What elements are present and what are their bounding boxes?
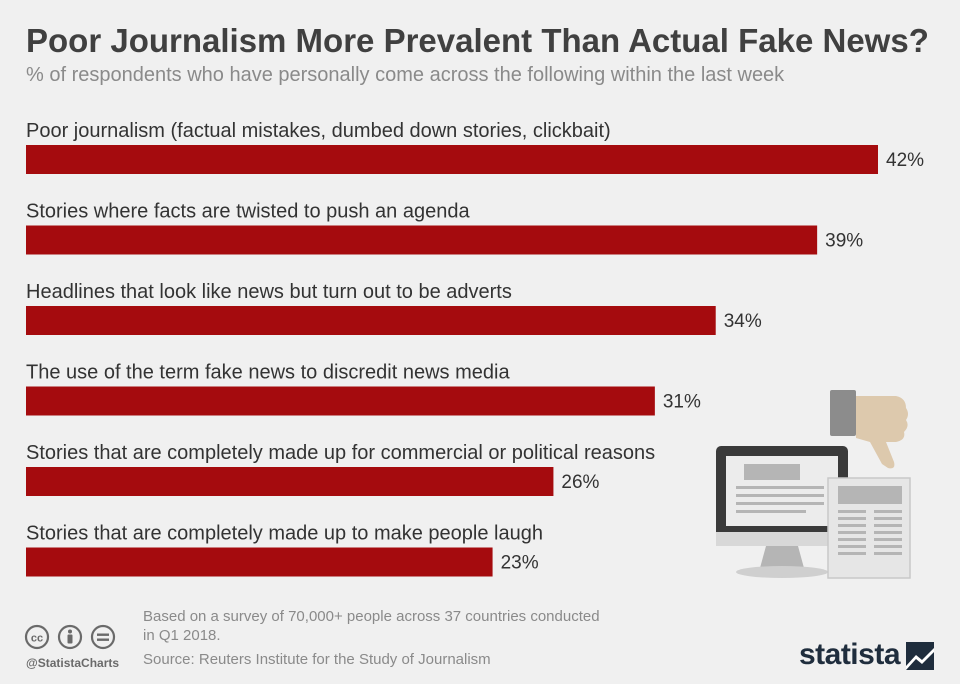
- source-note: Source: Reuters Institute for the Study …: [143, 651, 491, 668]
- value-label: 39%: [825, 231, 863, 252]
- bar: [26, 145, 878, 174]
- value-label: 34%: [724, 311, 762, 332]
- value-label: 31%: [663, 392, 701, 413]
- svg-text:cc: cc: [31, 633, 43, 645]
- chart-title: Poor Journalism More Prevalent Than Actu…: [26, 22, 929, 59]
- bar: [26, 386, 655, 416]
- attribution-icon: [57, 624, 83, 650]
- chart-subtitle: % of respondents who have personally com…: [26, 64, 785, 86]
- category-label: The use of the term fake news to discred…: [26, 362, 510, 384]
- twitter-handle: @StatistaCharts: [26, 656, 120, 670]
- brand-wordmark[interactable]: statista: [798, 638, 901, 671]
- bar: [26, 467, 554, 496]
- value-label: 26%: [561, 472, 599, 493]
- license-icons: cc: [24, 624, 116, 650]
- computer-newspaper-thumbs-down-icon: [716, 390, 911, 579]
- statista-logo-icon: [906, 642, 934, 670]
- category-label: Poor journalism (factual mistakes, dumbe…: [26, 120, 611, 142]
- value-label: 23%: [501, 553, 539, 574]
- category-label: Stories that are completely made up for …: [26, 442, 655, 464]
- category-label: Stories that are completely made up to m…: [26, 523, 543, 545]
- bar: [26, 225, 818, 255]
- bar: [26, 306, 716, 335]
- no-derivatives-icon: [90, 624, 116, 650]
- bar: [26, 547, 493, 577]
- creative-commons-icon: cc: [24, 624, 50, 650]
- value-label: 42%: [886, 150, 924, 171]
- category-label: Stories where facts are twisted to push …: [26, 201, 470, 223]
- survey-note: Based on a survey of 70,000+ people acro…: [143, 608, 600, 644]
- bar-chart: Poor journalism (factual mistakes, dumbe…: [26, 120, 924, 577]
- category-label: Headlines that look like news but turn o…: [26, 281, 512, 303]
